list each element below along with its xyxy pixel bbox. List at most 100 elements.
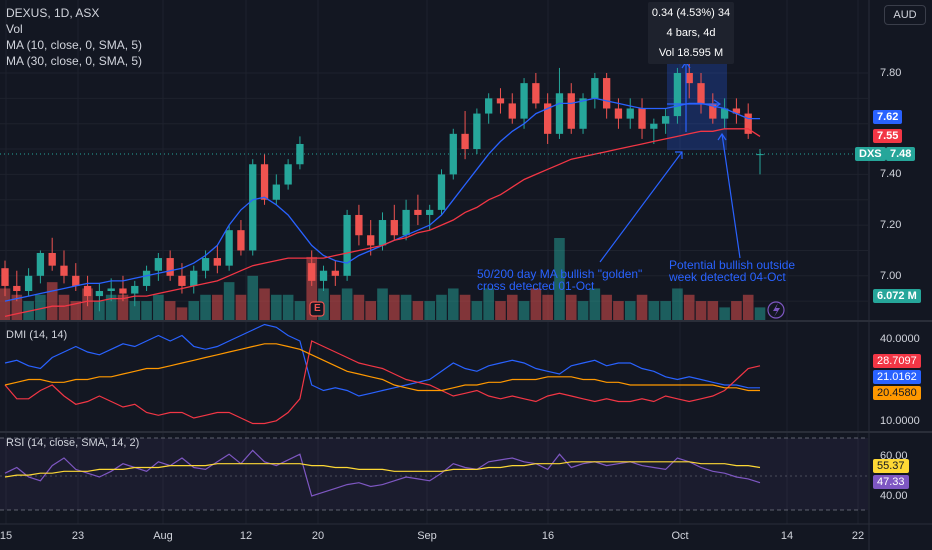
outside-week-note-line2[interactable]: week detected 04-Oct [669, 270, 786, 284]
volume-bar [436, 294, 447, 320]
rsi-value-tag: 47.33 [873, 475, 909, 489]
grid-lines [0, 0, 868, 524]
rsi-ma-tag: 55.37 [873, 459, 909, 473]
dmi-pane [4, 323, 761, 425]
volume-bar [247, 275, 259, 320]
volume-bar [707, 301, 719, 320]
volume-bar [754, 307, 766, 320]
earnings-marker[interactable] [309, 301, 325, 317]
candle-body [319, 270, 328, 281]
ma10-legend[interactable]: MA (10, close, 0, SMA, 5) [6, 38, 143, 52]
golden-cross-note-line1[interactable]: 50/200 day MA bullish "golden" [477, 267, 643, 281]
currency-button[interactable]: AUD [884, 5, 926, 25]
volume-bar [153, 294, 164, 320]
volume-bar [341, 288, 353, 320]
ma30-price-tag: 7.55 [873, 129, 903, 143]
candle-body [626, 108, 634, 119]
rsi-band [0, 438, 868, 510]
candle-body [543, 103, 552, 134]
date-label: 20 [311, 530, 325, 542]
candle-body [249, 164, 257, 251]
measure-tooltip: 0.34 (4.53%) 34 4 bars, 4d Vol 18.595 M [648, 2, 734, 64]
volume-bar [660, 301, 671, 320]
volume-bar [424, 301, 435, 320]
volume-bar [330, 294, 341, 320]
volume-bar [542, 294, 553, 320]
candle-body [1, 268, 9, 286]
volume-bar [683, 294, 695, 320]
volume-bar [589, 288, 601, 320]
candle-body [461, 133, 469, 150]
volume-bar [58, 294, 70, 320]
candle-body [367, 235, 375, 246]
rsi-line [4, 449, 761, 497]
ma30-line [4, 128, 761, 318]
volume-bar [11, 294, 23, 320]
candle-body [473, 113, 481, 150]
candle-body [673, 73, 682, 117]
volume-bar [200, 294, 211, 320]
volume-bar [294, 301, 306, 320]
candle-body [720, 108, 729, 119]
volume-bar [742, 294, 754, 320]
volume-bar [365, 301, 377, 320]
volume-bar [306, 256, 318, 320]
candle-body [60, 265, 68, 276]
dmi-title[interactable]: DMI (14, 14) [6, 329, 68, 341]
ma30-legend[interactable]: MA (30, close, 0, SMA, 5) [6, 54, 143, 68]
candle-body [331, 270, 339, 276]
candle-body [426, 209, 434, 215]
candle-body [567, 93, 575, 129]
dmi-plus-line [4, 323, 760, 397]
adx-tag: 20.4580 [873, 386, 921, 400]
candle-body [685, 73, 693, 84]
measure-bars: 4 bars, 4d [666, 27, 716, 39]
volume-bar [554, 238, 565, 320]
volume-bar [506, 294, 518, 320]
candle-body [638, 108, 646, 129]
dmi-tick-40: 40.0000 [880, 333, 920, 345]
candle-body [449, 133, 457, 175]
volume-bar [601, 294, 612, 320]
candle-body [508, 103, 516, 119]
date-label: Sep [417, 530, 437, 542]
price-tick-780: 7.80 [880, 67, 902, 79]
candle-body [178, 275, 186, 286]
lightning-marker[interactable] [767, 301, 785, 319]
candle-body [260, 164, 269, 200]
measure-volume: Vol 18.595 M [658, 47, 724, 59]
volume-bar [624, 301, 636, 320]
volume-legend[interactable]: Vol [6, 22, 23, 36]
candle-body [532, 83, 540, 104]
date-label: 16 [541, 530, 555, 542]
volume-bar [731, 301, 742, 320]
date-label: 15 [0, 530, 13, 542]
volume-bar [105, 294, 117, 320]
candle-body [36, 252, 45, 276]
candle-body [119, 288, 127, 294]
candle-body [756, 154, 764, 156]
volume-bar [259, 288, 270, 320]
outside-week-note-line1[interactable]: Potential bullish outside [669, 258, 796, 272]
volume-bar [46, 282, 58, 320]
candle-body [614, 108, 623, 119]
candle-body [343, 214, 351, 276]
rsi-title[interactable]: RSI (14, close, SMA, 14, 2) [6, 437, 140, 449]
candle-body [437, 174, 446, 210]
adx-line [4, 343, 760, 392]
volume-bar [471, 301, 483, 320]
volume-bar [117, 294, 129, 320]
volume-tag: 6.072 M [873, 289, 921, 303]
candle-body [13, 285, 21, 292]
candle-body [355, 214, 363, 236]
symbol-price-tag: DXS [855, 147, 886, 161]
volume-bar [271, 294, 282, 320]
earnings-marker-label: E [314, 303, 321, 314]
volume-bar [164, 301, 176, 320]
dmi-plus-tag: 21.0162 [873, 370, 921, 384]
volume-bar [176, 307, 188, 320]
candle-body [166, 258, 174, 276]
golden-cross-note-line2[interactable]: cross detected 01-Oct [477, 279, 595, 293]
symbol-legend[interactable]: DEXUS, 1D, ASX [6, 6, 100, 20]
